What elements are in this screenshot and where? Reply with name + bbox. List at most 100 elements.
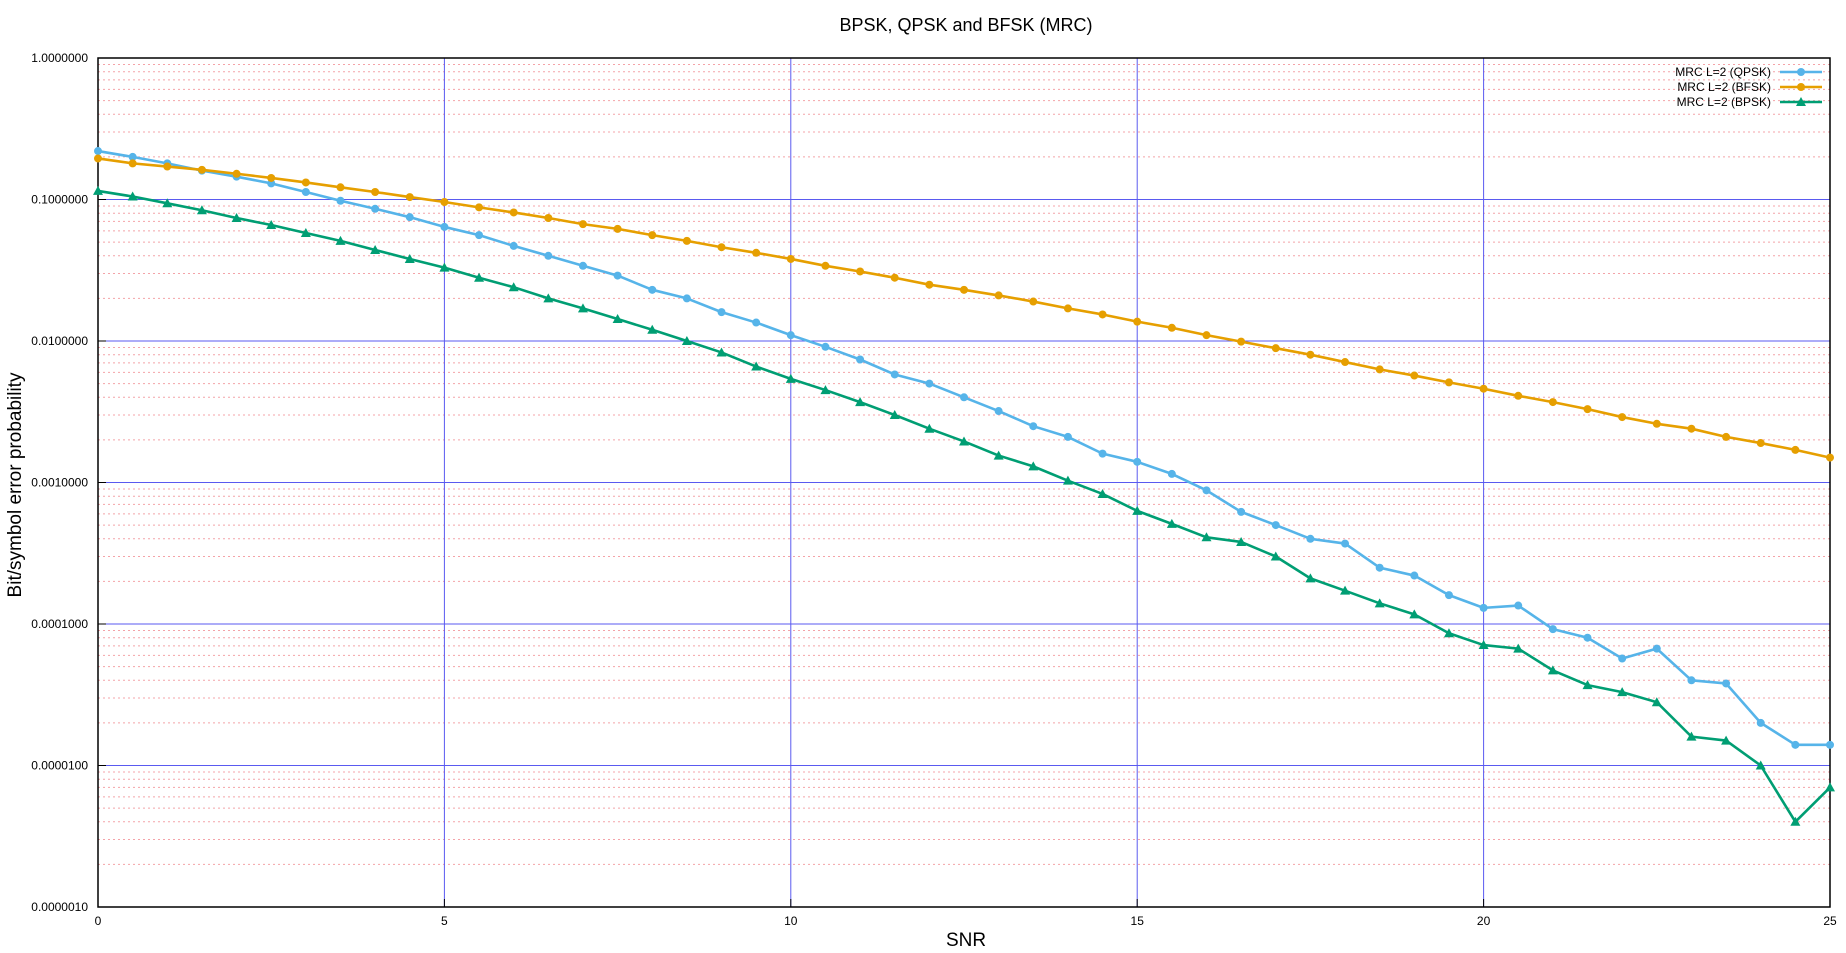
data-point bbox=[924, 423, 935, 433]
data-point bbox=[405, 193, 414, 202]
data-point bbox=[1062, 475, 1073, 485]
data-point bbox=[1791, 740, 1800, 749]
x-axis-label: SNR bbox=[946, 930, 986, 951]
y-tick-label: 0.0100000 bbox=[31, 334, 88, 348]
y-axis-label: Bit/symbol error probability bbox=[5, 372, 26, 597]
data-point bbox=[1029, 422, 1038, 431]
data-point bbox=[1306, 350, 1315, 359]
legend-label: MRC L=2 (BFSK) bbox=[1677, 80, 1771, 94]
data-point bbox=[544, 251, 553, 260]
data-point bbox=[231, 213, 242, 223]
data-point bbox=[1514, 601, 1523, 610]
data-point bbox=[1444, 591, 1453, 600]
data-point bbox=[440, 222, 449, 231]
data-point bbox=[1167, 469, 1176, 478]
data-point bbox=[993, 450, 1004, 460]
data-point bbox=[1133, 317, 1142, 326]
x-tick-label: 10 bbox=[784, 914, 798, 928]
legend-label: MRC L=2 (BPSK) bbox=[1677, 95, 1771, 109]
data-point bbox=[1443, 628, 1454, 638]
data-point bbox=[786, 254, 795, 263]
data-point bbox=[127, 191, 138, 201]
data-point bbox=[578, 220, 587, 229]
data-point bbox=[856, 267, 865, 276]
data-point bbox=[1098, 310, 1107, 319]
data-point bbox=[1341, 539, 1350, 548]
y-tick-label: 0.0000100 bbox=[31, 759, 88, 773]
series-2 bbox=[94, 154, 1834, 462]
data-point bbox=[1271, 344, 1280, 353]
data-point bbox=[717, 243, 726, 252]
data-point bbox=[821, 342, 830, 351]
data-point bbox=[336, 196, 345, 205]
data-point bbox=[1063, 432, 1072, 441]
data-point bbox=[1028, 461, 1039, 471]
data-point bbox=[1375, 563, 1384, 572]
data-point bbox=[1617, 687, 1628, 697]
data-point bbox=[716, 347, 727, 357]
grid-lines bbox=[97, 57, 1831, 908]
data-point bbox=[232, 169, 241, 178]
data-point bbox=[1755, 760, 1766, 770]
data-point bbox=[1651, 697, 1662, 707]
data-point bbox=[1201, 532, 1212, 542]
data-point bbox=[1271, 521, 1280, 530]
data-point bbox=[890, 273, 899, 282]
series-line bbox=[97, 189, 1831, 824]
data-point bbox=[612, 314, 623, 324]
data-point bbox=[1306, 534, 1315, 543]
data-point bbox=[577, 303, 588, 313]
y-axis-ticks: 1.0000000 0.1000000 0.0100000 0.0010000 0.00… bbox=[31, 51, 106, 914]
data-point bbox=[1722, 432, 1731, 441]
data-point bbox=[94, 154, 102, 163]
data-point bbox=[821, 261, 830, 270]
data-point bbox=[1305, 573, 1316, 583]
data-point bbox=[925, 280, 934, 289]
x-tick-label: 15 bbox=[1131, 914, 1145, 928]
data-point bbox=[1547, 665, 1558, 675]
data-point bbox=[1721, 735, 1732, 745]
data-point bbox=[994, 407, 1003, 416]
data-point bbox=[1063, 304, 1072, 313]
series-3 bbox=[93, 185, 1835, 826]
data-point bbox=[1097, 488, 1108, 498]
data-point bbox=[1479, 384, 1488, 393]
data-point bbox=[370, 244, 381, 254]
data-point bbox=[1444, 378, 1453, 387]
data-point bbox=[1410, 371, 1419, 380]
data-point bbox=[128, 152, 137, 161]
data-point bbox=[440, 198, 449, 207]
data-point bbox=[1582, 680, 1593, 690]
y-tick-label: 1.0000000 bbox=[31, 51, 88, 65]
data-point bbox=[509, 241, 518, 250]
data-point bbox=[994, 291, 1003, 300]
data-point bbox=[681, 336, 692, 345]
data-point bbox=[475, 231, 484, 240]
data-point bbox=[1583, 633, 1592, 642]
data-point bbox=[1790, 816, 1801, 826]
data-point bbox=[682, 236, 691, 245]
data-point bbox=[300, 227, 311, 237]
data-point bbox=[1687, 676, 1696, 685]
data-point bbox=[1029, 297, 1038, 306]
data-point bbox=[613, 224, 622, 233]
data-point bbox=[197, 165, 206, 174]
data-point bbox=[751, 361, 762, 371]
data-point bbox=[543, 293, 554, 303]
data-point bbox=[1687, 424, 1696, 433]
data-point bbox=[1652, 644, 1661, 653]
data-point bbox=[1548, 398, 1557, 407]
data-point bbox=[647, 324, 658, 334]
data-point bbox=[1237, 507, 1246, 516]
legend-label: MRC L=2 (QPSK) bbox=[1675, 65, 1771, 79]
data-point bbox=[1513, 643, 1524, 653]
x-tick-label: 25 bbox=[1823, 914, 1837, 928]
data-point bbox=[1410, 571, 1419, 580]
data-point bbox=[648, 231, 657, 240]
data-point bbox=[1166, 518, 1177, 528]
data-point bbox=[301, 187, 310, 196]
data-point bbox=[1618, 413, 1627, 422]
data-point bbox=[266, 220, 277, 230]
data-point bbox=[785, 373, 796, 383]
